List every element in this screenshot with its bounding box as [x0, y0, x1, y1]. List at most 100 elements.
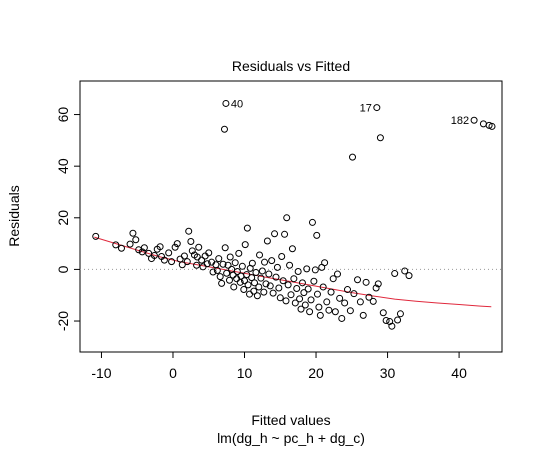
data-point: [310, 277, 318, 285]
data-point: [293, 285, 301, 293]
y-tick-label: 20: [55, 210, 71, 226]
data-point: [291, 299, 299, 307]
data-point: [253, 292, 261, 300]
data-point: [185, 227, 193, 235]
y-tick-label: 60: [55, 107, 71, 123]
data-point: [272, 273, 280, 281]
data-point: [359, 311, 367, 319]
data-point: [369, 297, 377, 305]
data-point: [218, 279, 226, 287]
data-point: [216, 273, 224, 281]
data-point: [350, 290, 358, 298]
data-point: [297, 305, 305, 313]
data-point: [265, 270, 273, 278]
data-point: [225, 276, 233, 284]
data-point: [374, 280, 382, 288]
data-point: [354, 276, 362, 284]
data-point: [321, 259, 329, 267]
data-point: [112, 241, 120, 249]
data-point: [160, 256, 168, 264]
data-point: [180, 252, 188, 260]
data-point: [241, 277, 249, 285]
data-point: [168, 258, 176, 266]
outlier-label: 182: [451, 115, 469, 127]
data-point: [279, 277, 287, 285]
data-point: [203, 260, 211, 268]
data-point: [282, 297, 290, 305]
outlier-label: 40: [231, 98, 243, 110]
outlier-labels: 40 17 182: [231, 98, 469, 127]
x-axis-label: Fitted values: [251, 412, 330, 428]
data-point: [301, 301, 309, 309]
chart-title: Residuals vs Fitted: [232, 58, 350, 74]
outlier-label: 17: [360, 103, 372, 115]
data-point: [256, 251, 264, 259]
data-point: [263, 237, 271, 245]
data-point: [258, 267, 266, 275]
data-points: [92, 99, 496, 330]
x-tick-label: 40: [451, 365, 467, 381]
data-point: [391, 270, 399, 278]
data-point: [336, 294, 344, 302]
data-point: [396, 310, 404, 318]
data-point: [362, 278, 370, 286]
data-point: [165, 249, 173, 257]
data-point: [243, 224, 251, 232]
data-point: [349, 153, 357, 161]
data-point: [273, 263, 281, 271]
data-point: [325, 306, 333, 314]
data-point: [356, 298, 364, 306]
data-point: [171, 243, 179, 251]
data-point: [252, 269, 260, 277]
data-point-outlier: [222, 99, 230, 107]
data-point: [138, 248, 146, 256]
data-point: [388, 322, 396, 330]
data-point: [401, 267, 409, 275]
data-point: [308, 218, 316, 226]
data-point: [92, 232, 100, 240]
data-point: [198, 256, 206, 264]
data-point-outlier: [373, 104, 381, 112]
x-tick-label: 10: [237, 365, 253, 381]
data-point: [329, 275, 337, 283]
data-point: [243, 271, 251, 279]
data-point: [231, 259, 239, 267]
y-tick-label: -20: [55, 311, 71, 331]
data-point: [319, 283, 327, 291]
data-point: [255, 283, 263, 291]
data-point: [235, 249, 243, 257]
data-point: [284, 281, 292, 289]
data-point: [306, 308, 314, 316]
y-tick-label: 0: [55, 265, 71, 273]
data-point: [209, 268, 217, 276]
data-point: [126, 240, 134, 248]
data-point: [394, 316, 402, 324]
data-point: [346, 307, 354, 315]
data-point: [376, 134, 384, 142]
data-point: [316, 311, 324, 319]
data-point: [372, 284, 380, 292]
data-point: [223, 269, 231, 277]
data-point: [379, 309, 387, 317]
data-point: [287, 291, 295, 299]
data-point: [333, 270, 341, 278]
data-point: [248, 259, 256, 267]
data-point: [188, 247, 196, 255]
data-point: [215, 255, 223, 263]
data-point: [271, 230, 279, 238]
data-point: [156, 243, 164, 251]
data-point: [251, 279, 259, 287]
data-point: [338, 314, 346, 322]
data-point: [195, 243, 203, 251]
data-point: [331, 308, 339, 316]
data-point: [221, 244, 229, 252]
data-point: [303, 265, 311, 273]
data-point: [304, 285, 312, 293]
data-point: [193, 261, 201, 269]
data-point: [323, 298, 331, 306]
data-point: [230, 283, 238, 291]
data-point: [298, 279, 306, 287]
x-tick-label: 0: [169, 365, 177, 381]
data-point: [262, 280, 270, 288]
